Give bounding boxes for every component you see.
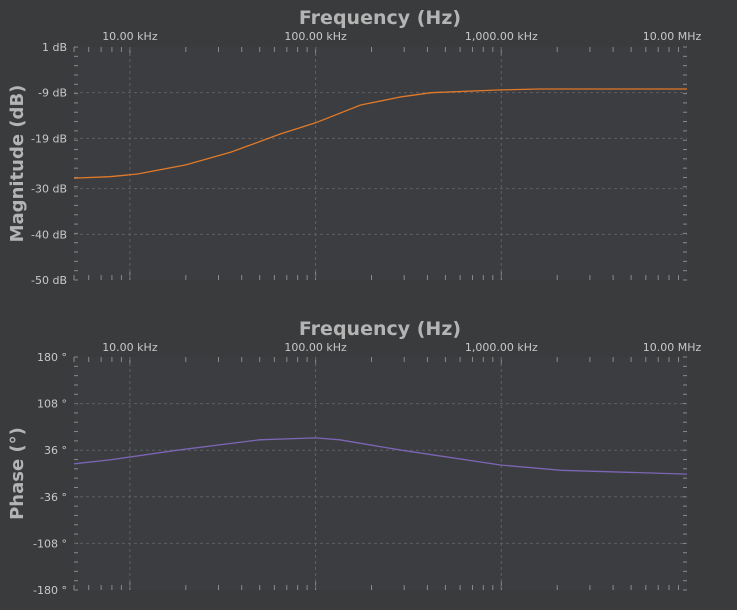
y-tick-label: 36 ° xyxy=(44,444,67,457)
y-tick-label: -108 ° xyxy=(33,537,67,550)
y-tick-label: -36 ° xyxy=(40,491,67,504)
x-tick-label: 10.00 MHz xyxy=(643,30,702,43)
plot-area xyxy=(74,357,687,590)
y-axis-title: Magnitude (dB) xyxy=(7,85,28,243)
x-axis-title: Frequency (Hz) xyxy=(299,318,461,340)
y-tick-label: 180 ° xyxy=(37,351,67,364)
plot-area xyxy=(74,47,687,280)
y-axis-title: Phase (°) xyxy=(7,427,28,520)
x-tick-label: 1,000.00 kHz xyxy=(465,341,538,354)
y-tick-label: -30 dB xyxy=(31,183,67,196)
x-tick-label: 10.00 MHz xyxy=(643,341,702,354)
y-tick-label: -180 ° xyxy=(33,584,67,597)
x-axis-title: Frequency (Hz) xyxy=(299,7,461,29)
x-tick-label: 1,000.00 kHz xyxy=(465,30,538,43)
phase-line xyxy=(73,437,688,475)
y-tick-label: -50 dB xyxy=(31,274,67,287)
y-tick-label: -19 dB xyxy=(31,132,67,145)
x-tick-label: 100.00 kHz xyxy=(284,30,347,43)
x-tick-label: 100.00 kHz xyxy=(284,341,347,354)
y-tick-label: 1 dB xyxy=(42,41,67,54)
y-tick-label: -9 dB xyxy=(38,87,67,100)
y-tick-label: -40 dB xyxy=(31,228,67,241)
x-tick-label: 10.00 kHz xyxy=(102,30,158,43)
y-tick-label: 108 ° xyxy=(37,398,67,411)
phase-chart: Frequency (Hz) Phase (°) 10.00 kHz 100.00 k… xyxy=(7,318,701,597)
x-tick-label: 10.00 kHz xyxy=(102,341,158,354)
magnitude-chart: Frequency (Hz) Magnitude (dB) 10.00 kHz 100… xyxy=(7,7,701,287)
